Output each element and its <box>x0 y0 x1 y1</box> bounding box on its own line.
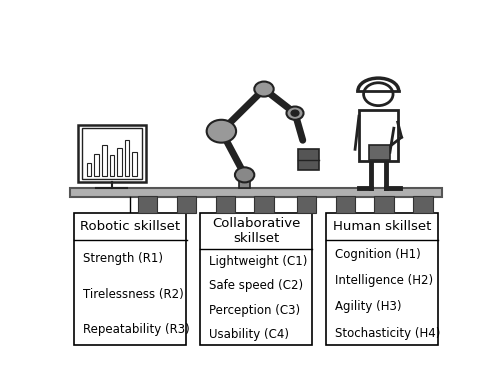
Text: Repeatability (R3): Repeatability (R3) <box>82 323 190 335</box>
Circle shape <box>364 83 393 106</box>
Text: Perception (C3): Perception (C3) <box>208 303 300 317</box>
Text: Collaborative
skillset: Collaborative skillset <box>212 217 300 245</box>
Circle shape <box>235 167 255 182</box>
Circle shape <box>291 110 299 116</box>
Circle shape <box>206 120 236 143</box>
Bar <box>239 175 250 188</box>
Bar <box>413 196 432 213</box>
Bar <box>216 196 235 213</box>
Bar <box>82 128 142 179</box>
Bar <box>74 213 186 345</box>
Bar <box>87 163 92 176</box>
Bar <box>102 145 106 176</box>
Bar <box>298 149 319 170</box>
Text: Usability (C4): Usability (C4) <box>208 328 288 341</box>
Bar <box>110 155 114 176</box>
Text: Lightweight (C1): Lightweight (C1) <box>208 255 307 268</box>
Bar <box>336 196 355 213</box>
Circle shape <box>286 106 304 120</box>
Bar <box>177 196 196 213</box>
Bar <box>359 110 398 161</box>
Bar <box>326 213 438 345</box>
Text: Agility (H3): Agility (H3) <box>334 300 401 313</box>
Bar <box>374 196 394 213</box>
Circle shape <box>254 82 274 97</box>
Bar <box>200 213 312 345</box>
Text: Strength (R1): Strength (R1) <box>82 253 162 265</box>
Text: Safe speed (C2): Safe speed (C2) <box>208 280 302 292</box>
Bar <box>297 196 316 213</box>
Bar <box>94 154 99 176</box>
Text: Intelligence (H2): Intelligence (H2) <box>334 274 432 287</box>
Text: Cognition (H1): Cognition (H1) <box>334 248 420 260</box>
Bar <box>132 152 137 176</box>
Bar <box>78 125 146 182</box>
Text: Human skillset: Human skillset <box>333 220 432 233</box>
Text: Stochasticity (H4): Stochasticity (H4) <box>334 326 440 340</box>
Bar <box>138 196 158 213</box>
Bar <box>125 140 130 176</box>
Bar <box>70 188 442 197</box>
Bar <box>254 196 274 213</box>
Text: Tirelessness (R2): Tirelessness (R2) <box>82 287 184 301</box>
Bar <box>368 145 390 160</box>
Text: Robotic skillset: Robotic skillset <box>80 220 180 233</box>
Bar <box>117 148 121 176</box>
